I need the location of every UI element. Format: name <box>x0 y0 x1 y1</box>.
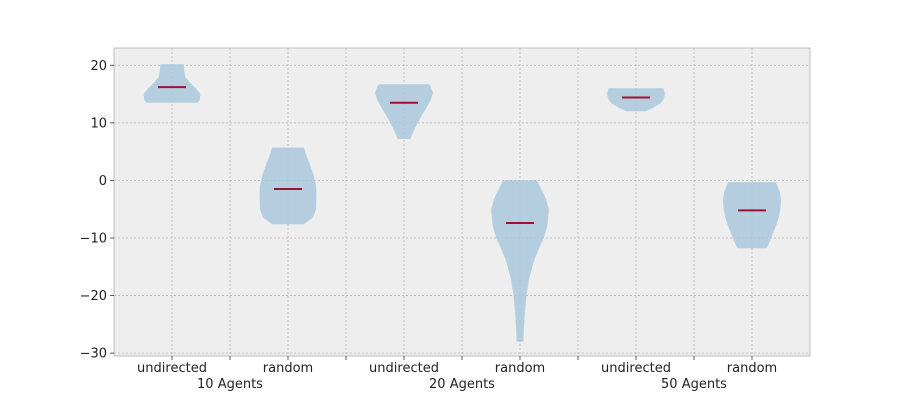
x-tick-label: random <box>263 361 313 376</box>
violin-undirected-50-agents <box>607 88 665 112</box>
y-tick-label: −30 <box>80 347 107 362</box>
x-tick-label: random <box>495 361 545 376</box>
violin-random-10-agents <box>259 147 317 225</box>
x-axis: undirected random undirected random undirect… <box>137 356 777 392</box>
violin-random-50-agents <box>723 182 781 249</box>
violins <box>143 64 781 342</box>
x-group-label: 20 Agents <box>429 377 495 392</box>
x-tick-label: random <box>727 361 777 376</box>
x-group-label: 50 Agents <box>661 377 727 392</box>
y-tick-label: 0 <box>99 174 107 189</box>
violin-random-20-agents <box>491 180 549 342</box>
violin-undirected-10-agents <box>143 64 201 103</box>
y-tick-label: −10 <box>80 231 107 246</box>
y-tick-label: 10 <box>90 116 107 131</box>
y-tick-label: 20 <box>90 59 107 74</box>
violin-undirected-20-agents <box>375 84 433 139</box>
x-tick-label: undirected <box>369 361 439 376</box>
x-tick-label: undirected <box>137 361 207 376</box>
x-tick-label: undirected <box>601 361 671 376</box>
y-tick-label: −20 <box>80 289 107 304</box>
y-axis: 20 10 0 −10 −20 −30 <box>80 59 114 362</box>
x-group-label: 10 Agents <box>197 377 263 392</box>
medians <box>158 86 766 225</box>
